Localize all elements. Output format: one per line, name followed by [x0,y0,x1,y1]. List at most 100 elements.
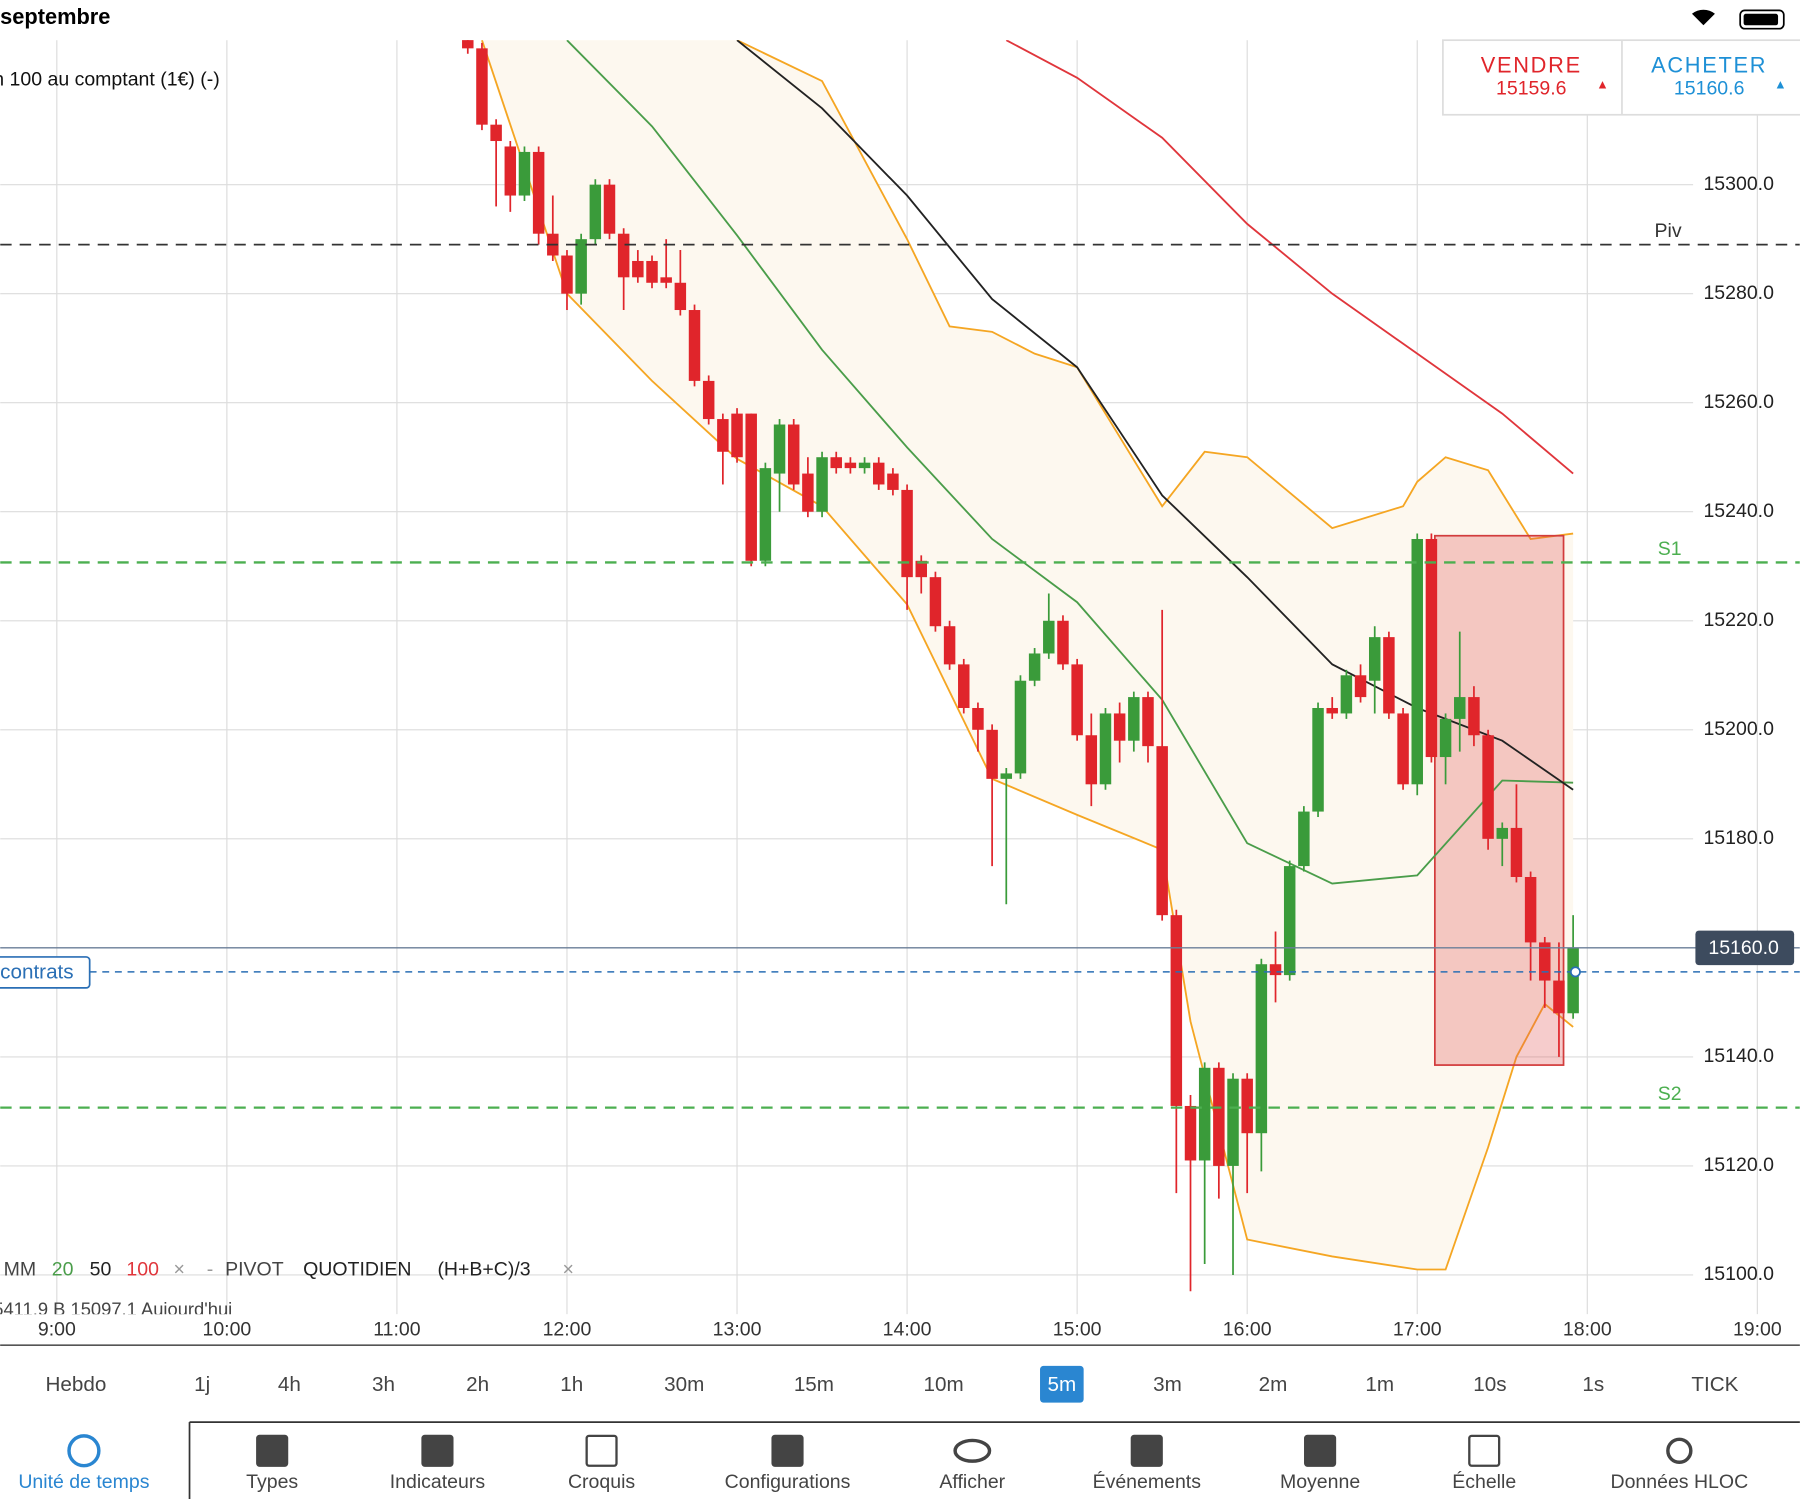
legend-item: QUOTIDIEN [303,1259,411,1281]
toolbar-button[interactable]: Afficher [939,1471,1005,1493]
quote-arrow: ▲ [1596,77,1608,91]
quote-label[interactable]: ACHETER [1651,52,1767,77]
legend-item[interactable]: × [563,1259,574,1281]
toolbar-button[interactable]: Indicateurs [390,1471,486,1493]
legend-item: - [207,1259,214,1281]
timeframe-button[interactable]: 1h [560,1373,583,1396]
quote-price[interactable]: 15159.6 [1496,78,1567,100]
timeframe-button[interactable]: 4h [278,1373,301,1396]
candle-body [1028,653,1041,681]
candle-body [1524,876,1537,943]
candle-body [702,380,715,420]
y-tick-label: 15220.0 [1703,609,1774,631]
timeframe-button[interactable]: 1s [1582,1373,1604,1396]
candle-body [802,473,814,512]
toolbar-button[interactable]: Moyenne [1280,1471,1360,1493]
candle-body [646,260,658,283]
timeframe-button[interactable]: 2m [1259,1373,1288,1396]
x-tick-label: 16:00 [1223,1318,1272,1340]
toolbar-button[interactable]: Croquis [568,1471,635,1493]
y-tick-label: 15100.0 [1703,1263,1774,1285]
candle-body [1000,773,1013,779]
candle-body [1085,735,1098,785]
bollinger-upper [736,40,1574,540]
toolbar-button[interactable]: Unité de temps [18,1471,149,1493]
toolbar-icon [1468,1434,1501,1467]
candle-body [674,282,687,311]
status-icons [1691,9,1785,30]
timeframe-button[interactable]: 3h [372,1373,395,1396]
toolbar-icon [1304,1434,1337,1467]
toolbar-icon [953,1438,992,1463]
timeframe-button[interactable]: 2h [466,1373,489,1396]
pivot-label: S1 [1658,538,1682,560]
timeframe-selected-bg [1040,1365,1084,1403]
timeframe-button[interactable]: 10s [1473,1373,1506,1396]
candle-body [1468,697,1480,736]
toolbar-icon [256,1434,289,1467]
legend-item[interactable]: × [173,1259,184,1281]
y-tick-label: 15280.0 [1703,282,1774,304]
x-tick-label: 12:00 [543,1318,592,1340]
toolbar-button[interactable]: Configurations [725,1471,851,1493]
candle-body [1425,538,1438,758]
toolbar-button[interactable]: Données HLOC [1611,1471,1749,1493]
legend-item: 100 [126,1259,159,1281]
toolbar-button[interactable]: Échelle [1452,1470,1516,1493]
timeframe-button[interactable]: 15m [794,1373,834,1396]
moving-average [1005,40,1574,475]
candle-body [1241,1078,1253,1134]
toolbar-icon [1130,1434,1163,1467]
candle-body [518,151,531,196]
candle-body [929,577,942,627]
candle-body [1298,811,1310,867]
candle-body [1128,697,1140,741]
candle-body [1482,735,1494,839]
x-tick-label: 19:00 [1733,1318,1782,1340]
timeframe-button[interactable]: 5m [1047,1373,1076,1396]
candle-body [1283,866,1296,976]
y-tick-label: 15180.0 [1703,827,1774,849]
timeframe-button[interactable]: 30m [664,1373,704,1396]
legend-item: MM [4,1259,37,1281]
candle-body [787,424,800,485]
candle-body [1439,718,1452,758]
legend-item: 50 [90,1259,112,1281]
candle-body [575,239,587,294]
candle-body [1057,620,1069,665]
candle-body [1198,1067,1211,1161]
candle-body [1312,707,1324,812]
toolbar-icon [771,1434,804,1467]
timeframe-button[interactable]: TICK [1691,1373,1738,1396]
last-price-label: 15160.0 [1708,937,1779,959]
toolbar-button[interactable]: Événements [1093,1470,1202,1493]
toolbar-button[interactable]: Types [246,1471,298,1493]
candle-body [1170,915,1183,1106]
position-box[interactable] [0,956,91,989]
toolbar-icon [1666,1437,1693,1464]
quote-label[interactable]: VENDRE [1481,52,1582,77]
candle-body [1368,637,1381,681]
timeframe-button[interactable]: 1m [1365,1373,1394,1396]
candle-body [504,146,517,196]
candle-body [462,40,474,49]
candle-body [1142,697,1154,747]
x-tick-label: 18:00 [1563,1318,1612,1340]
x-tick-label: 10:00 [202,1318,251,1340]
timeframe-button[interactable]: 10m [924,1373,964,1396]
position-label: contrats [0,960,73,983]
candle-body [1454,697,1466,719]
timeframe-button[interactable]: 3m [1153,1373,1182,1396]
timeframe-button[interactable]: 1j [194,1373,210,1396]
candle-body [1043,620,1055,654]
candle-body [532,151,545,234]
plot-area: 5411.9 B 15097.1 Aujourd'hui [0,40,1800,1315]
candle-body [717,419,729,452]
legend-item: (H+B+C)/3 [437,1259,530,1281]
candle-body [1340,675,1353,714]
timeframe-button[interactable]: Hebdo [45,1373,106,1396]
quote-price[interactable]: 15160.6 [1674,78,1745,100]
candle-body [1553,980,1565,1014]
candle-body [1071,664,1083,736]
candle-body [1255,964,1268,1134]
